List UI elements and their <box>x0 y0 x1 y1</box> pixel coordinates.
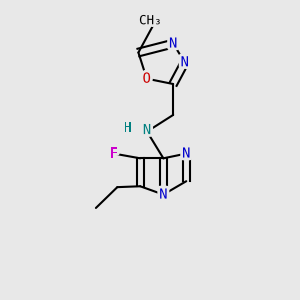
Text: N: N <box>181 55 189 69</box>
Text: F: F <box>110 147 118 160</box>
Text: N: N <box>143 123 151 137</box>
Text: N: N <box>169 37 177 51</box>
Text: O: O <box>142 72 151 86</box>
Text: H: H <box>124 122 131 134</box>
Text: N: N <box>182 147 190 160</box>
Text: CH₃: CH₃ <box>139 14 161 27</box>
Text: N: N <box>159 188 168 202</box>
